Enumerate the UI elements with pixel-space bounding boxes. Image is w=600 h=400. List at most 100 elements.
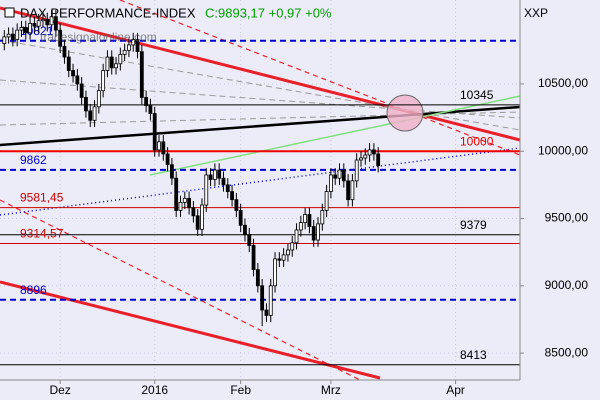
candle-body [217,169,222,179]
candle-body [195,215,200,230]
candle-body [337,169,342,179]
quote: C:9893,17 +0,97 +0% [205,5,332,20]
candle-body [204,174,209,206]
candle-body [294,229,299,244]
level-label: 10000 [460,134,494,148]
candle-body [234,199,239,211]
candle-body [350,180,355,201]
helper-line [0,39,521,131]
candle-body [161,141,166,155]
candle-body [101,70,106,92]
trend-channel [0,199,361,381]
trend-line [0,6,521,142]
y-tick-label: 10500,00 [538,76,588,90]
candle-body [212,169,217,180]
candle-body [127,44,131,51]
candle-body [290,242,295,251]
level-label: 8896 [20,283,47,297]
candle-body [139,51,144,98]
watermark: tradesignalonline.com [40,30,157,44]
level-label: 9379 [460,218,487,232]
highlight-circle [386,94,424,132]
candle-body [303,214,308,223]
trend-line [0,280,381,380]
candle-body [221,177,226,186]
level-label: 8413 [460,348,487,362]
x-tick-label: Apr [446,383,465,397]
candle-body [28,23,32,34]
candle-body [333,174,338,179]
candle-body [324,191,329,211]
candle-body [208,174,213,180]
candle-body [41,18,45,22]
symbol: XXP [524,6,548,20]
level-label: 9581,45 [20,191,64,205]
candle-body [165,153,170,166]
candle-body [264,309,269,316]
candle-body [62,45,67,58]
candle-body [53,16,58,31]
y-tick-label: 9500,00 [545,211,589,225]
support-line [0,147,521,216]
candle-body [277,258,282,261]
candle-body [341,169,346,182]
candle-body [182,197,187,203]
x-tick-label: 2016 [141,383,168,397]
candle-body [23,27,28,34]
candle-body [230,191,234,201]
candle-body [92,106,97,121]
candle-body [36,20,41,27]
candle-body [371,149,376,155]
candle-body [286,249,290,256]
support-line [149,95,521,176]
level-label: 9862 [20,153,47,167]
x-tick-label: Dez [49,383,70,397]
plot-area: 10821103451000098629581,4593799314,57889… [0,0,521,381]
helper-line [0,79,521,119]
candle-body [84,97,88,112]
candle-body [96,90,101,108]
candle-body [329,174,333,193]
candle-body [135,39,140,53]
y-tick-label: 8500,00 [545,345,589,359]
candle-body [346,180,351,201]
candle-body [225,184,230,193]
candle-body [131,39,136,46]
candle-body [71,70,75,77]
candle-body [75,75,80,85]
candle-body [169,164,174,179]
candle-body [178,201,183,211]
candle-body [114,63,118,69]
chart-title: DAX PERFORMANCE-INDEX [20,5,196,20]
level-label: 10345 [460,88,494,102]
candle-body [66,56,71,71]
y-tick-label: 10000,00 [538,143,588,157]
candle-body [238,210,243,226]
candle-body [320,210,325,225]
candle-body [32,23,37,27]
candle-body [363,154,368,159]
candle-body [251,245,256,271]
candle-body [157,141,161,151]
candle-body [367,149,372,156]
candle-body [174,177,179,211]
candle-body [191,207,196,217]
candle-body [273,258,277,287]
icon [4,7,15,18]
candle-body [376,153,381,167]
candle-body [316,223,320,241]
candle-body [19,27,24,31]
candle-body [79,83,84,98]
y-tick-label: 9000,00 [545,278,589,292]
candle-body [58,29,63,47]
candle-body [118,53,123,65]
candle-body [144,97,149,106]
candle-body [15,29,20,40]
candle-body [122,49,127,55]
candle-body [268,285,273,316]
candle-body [243,224,247,236]
candle-body [187,197,191,209]
level-label: 9314,57 [20,227,64,241]
candle-body [247,234,252,246]
